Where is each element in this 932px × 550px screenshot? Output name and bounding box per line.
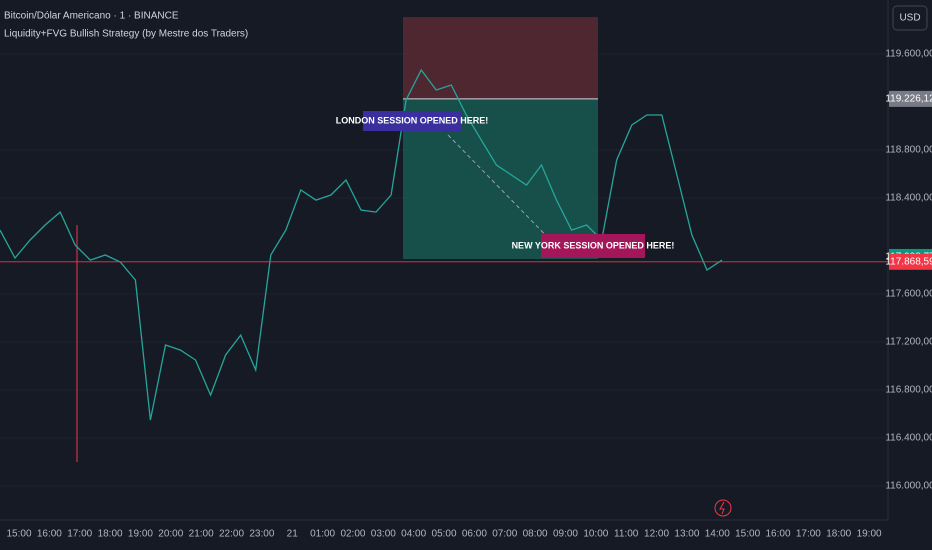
x-tick-label: 14:00 bbox=[705, 529, 730, 540]
x-tick-label: 16:00 bbox=[765, 529, 790, 540]
price-badge-label: 119.226,12 bbox=[885, 94, 932, 105]
y-tick-label: 119.600,00 bbox=[885, 49, 932, 60]
y-tick-label: 116.400,00 bbox=[885, 433, 932, 444]
symbol-title: Bitcoin/Dólar Americano · 1 · BINANCE bbox=[4, 11, 179, 22]
price-badge bbox=[889, 90, 932, 107]
x-tick-label: 19:00 bbox=[857, 529, 882, 540]
price-badge-label: 117.868,59 bbox=[885, 256, 932, 267]
event-icon[interactable] bbox=[714, 499, 732, 517]
y-tick-label: 116.000,00 bbox=[885, 481, 932, 492]
x-tick-label: 02:00 bbox=[340, 529, 365, 540]
y-tick-label: 118.800,00 bbox=[885, 145, 932, 156]
x-tick-label: 15:00 bbox=[6, 529, 31, 540]
y-tick-label: 116.800,00 bbox=[885, 385, 932, 396]
x-tick-label: 10:00 bbox=[583, 529, 608, 540]
x-tick-label: 01:00 bbox=[310, 529, 335, 540]
y-tick-label: 117.600,00 bbox=[885, 289, 932, 300]
price-badge bbox=[889, 253, 932, 270]
x-tick-label: 13:00 bbox=[674, 529, 699, 540]
x-tick-label: 08:00 bbox=[523, 529, 548, 540]
x-tick-label: 22:00 bbox=[219, 529, 244, 540]
zones bbox=[403, 17, 598, 259]
x-tick-label: 06:00 bbox=[462, 529, 487, 540]
x-tick-label: 09:00 bbox=[553, 529, 578, 540]
currency-label[interactable]: USD bbox=[899, 13, 920, 24]
y-tick-label: 118.400,00 bbox=[885, 193, 932, 204]
indicator-title: Liquidity+FVG Bullish Strategy (by Mestr… bbox=[4, 29, 248, 40]
currency-button[interactable] bbox=[892, 5, 928, 31]
x-tick-label: 11:00 bbox=[614, 529, 639, 540]
x-tick-label: 12:00 bbox=[644, 529, 669, 540]
x-tick-label: 03:00 bbox=[371, 529, 396, 540]
x-tick-label: 21 bbox=[287, 529, 299, 540]
x-tick-label: 20:00 bbox=[158, 529, 183, 540]
x-tick-label: 18:00 bbox=[98, 529, 123, 540]
x-tick-label: 16:00 bbox=[37, 529, 62, 540]
event-icon-bolt bbox=[719, 501, 725, 515]
x-tick-label: 04:00 bbox=[401, 529, 426, 540]
x-tick-label: 17:00 bbox=[796, 529, 821, 540]
x-tick-label: 05:00 bbox=[432, 529, 457, 540]
x-tick-label: 17:00 bbox=[67, 529, 92, 540]
ny-label: NEW YORK SESSION OPENED HERE! bbox=[512, 240, 675, 250]
x-tick-label: 19:00 bbox=[128, 529, 153, 540]
london-label-bg bbox=[363, 111, 461, 131]
x-tick-label: 21:00 bbox=[189, 529, 214, 540]
x-tick-label: 15:00 bbox=[735, 529, 760, 540]
london-label: LONDON SESSION OPENED HERE! bbox=[336, 115, 489, 125]
ny-label-bg bbox=[541, 234, 645, 258]
x-tick-label: 07:00 bbox=[492, 529, 517, 540]
x-tick-label: 23:00 bbox=[249, 529, 274, 540]
stop-zone bbox=[403, 17, 598, 99]
x-tick-label: 18:00 bbox=[826, 529, 851, 540]
y-tick-label: 117.200,00 bbox=[885, 337, 932, 348]
